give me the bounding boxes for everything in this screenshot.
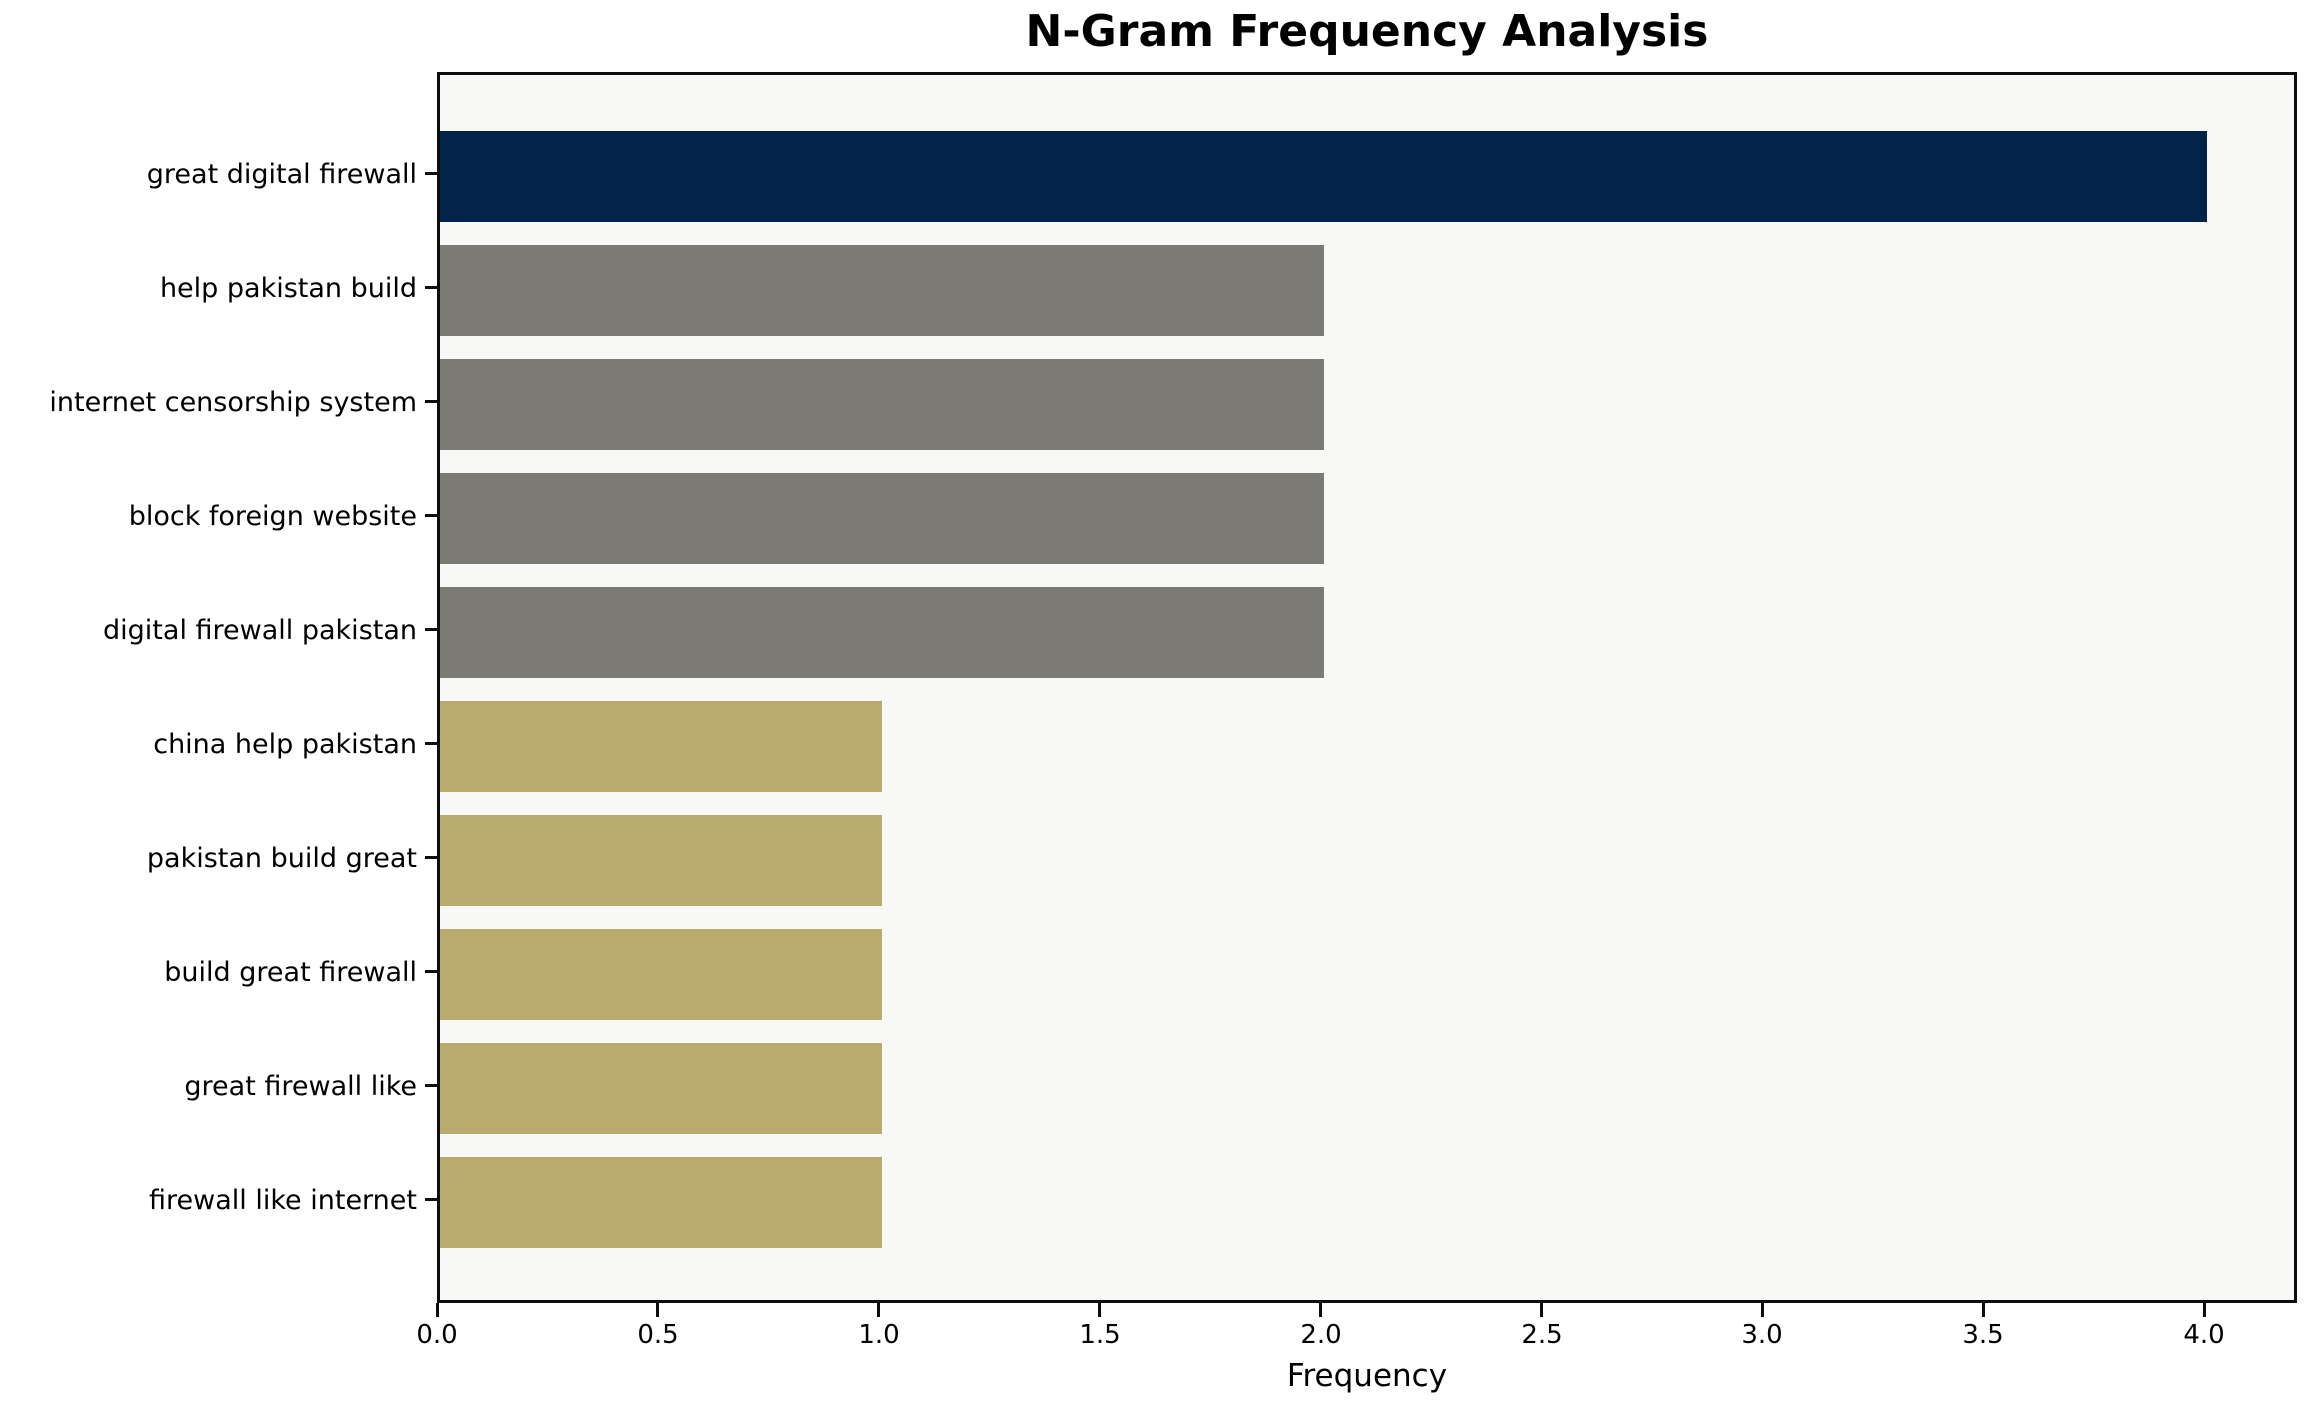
x-tick-mark: [1540, 1303, 1543, 1317]
bar-great-firewall-like: [440, 1043, 882, 1134]
y-tick-mark: [425, 1084, 437, 1087]
x-tick-label: 0.5: [637, 1320, 679, 1350]
x-tick-label: 2.5: [1521, 1320, 1563, 1350]
bar-firewall-like-internet: [440, 1157, 882, 1248]
y-tick-label: china help pakistan: [153, 729, 417, 760]
x-tick-label: 0.0: [416, 1320, 458, 1350]
y-tick-mark: [425, 742, 437, 745]
y-tick-mark: [425, 628, 437, 631]
bar-block-foreign-website: [440, 473, 1324, 564]
plot-area: [437, 72, 2297, 1303]
bar-internet-censorship-system: [440, 359, 1324, 450]
bar-help-pakistan-build: [440, 245, 1324, 336]
x-tick-mark: [1098, 1303, 1101, 1317]
y-tick-label: great firewall like: [184, 1071, 417, 1102]
x-tick-label: 2.0: [1300, 1320, 1342, 1350]
bar-china-help-pakistan: [440, 701, 882, 792]
y-tick-label: internet censorship system: [49, 387, 417, 418]
x-tick-label: 1.0: [858, 1320, 900, 1350]
bar-pakistan-build-great: [440, 815, 882, 906]
y-tick-label: firewall like internet: [149, 1185, 417, 1216]
y-tick-label: digital firewall pakistan: [103, 615, 417, 646]
y-tick-mark: [425, 172, 437, 175]
y-tick-mark: [425, 286, 437, 289]
x-tick-mark: [436, 1303, 439, 1317]
y-tick-mark: [425, 1198, 437, 1201]
y-tick-mark: [425, 400, 437, 403]
bar-build-great-firewall: [440, 929, 882, 1020]
x-tick-mark: [877, 1303, 880, 1317]
bar-digital-firewall-pakistan: [440, 587, 1324, 678]
y-tick-mark: [425, 856, 437, 859]
y-tick-mark: [425, 970, 437, 973]
y-tick-label: great digital firewall: [146, 159, 417, 190]
x-tick-label: 1.5: [1079, 1320, 1121, 1350]
x-tick-mark: [1982, 1303, 1985, 1317]
x-tick-mark: [656, 1303, 659, 1317]
y-tick-label: block foreign website: [128, 501, 417, 532]
bar-great-digital-firewall: [440, 131, 2207, 222]
x-tick-label: 3.0: [1741, 1320, 1783, 1350]
x-tick-mark: [1319, 1303, 1322, 1317]
y-tick-mark: [425, 514, 437, 517]
x-tick-label: 4.0: [2183, 1320, 2225, 1350]
y-tick-label: pakistan build great: [146, 843, 417, 874]
y-tick-label: help pakistan build: [159, 273, 417, 304]
x-tick-mark: [2203, 1303, 2206, 1317]
x-tick-mark: [1761, 1303, 1764, 1317]
y-tick-label: build great firewall: [164, 957, 417, 988]
x-axis-title: Frequency: [1286, 1358, 1448, 1394]
chart-title: N-Gram Frequency Analysis: [1025, 6, 1709, 57]
x-tick-label: 3.5: [1962, 1320, 2004, 1350]
